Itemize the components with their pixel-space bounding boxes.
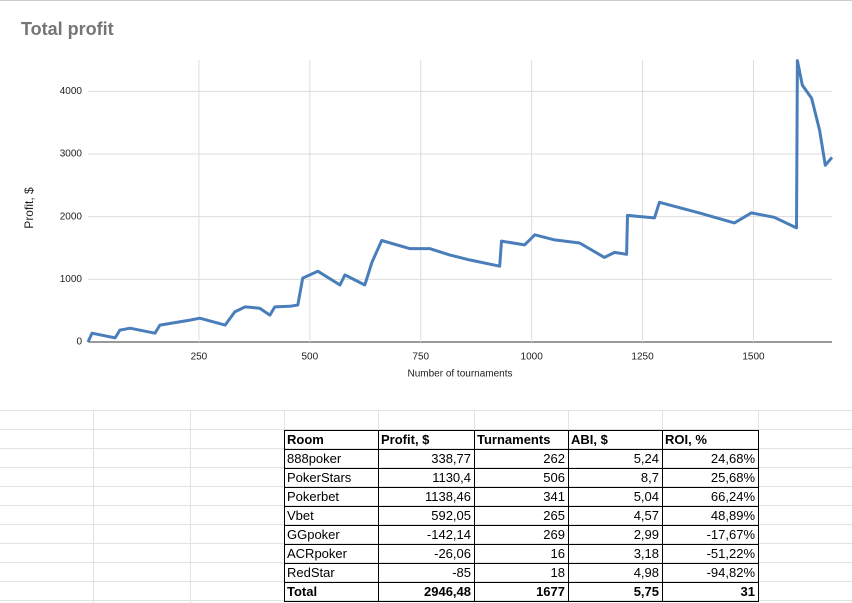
table-cell-text: -17,67%: [707, 527, 756, 542]
table-cell-text: 888poker: [287, 451, 342, 466]
table-cell-text: 2,99: [634, 527, 659, 542]
table-cell-text: 66,24%: [711, 489, 756, 504]
table-cell-text: 341: [543, 489, 565, 504]
table-bold-cell: 1677: [536, 584, 565, 599]
table-cell-text: Pokerbet: [287, 489, 339, 504]
table-cell-text: 5,04: [634, 489, 659, 504]
y-axis-label: Profit, $: [22, 187, 36, 229]
table-bold-cell: 31: [741, 584, 755, 599]
table-bold-cell: Turnaments: [477, 432, 550, 447]
table-cell-text: ACRpoker: [287, 546, 348, 561]
table-cell-text: 4,57: [634, 508, 659, 523]
y-tick-label: 1000: [60, 274, 83, 285]
chart-title: Total profit: [21, 19, 114, 39]
x-tick-label: 1250: [631, 352, 654, 363]
table-cell-text: RedStar: [287, 565, 335, 580]
y-tick-label: 3000: [60, 149, 83, 160]
x-tick-label: 250: [191, 352, 208, 363]
table-cell-text: 262: [543, 451, 565, 466]
table-cell-text: 48,89%: [711, 508, 756, 523]
chart-background: [0, 0, 852, 408]
table-cell-text: 269: [543, 527, 565, 542]
table-cell-text: -142,14: [427, 527, 471, 542]
table-cell-text: 5,24: [634, 451, 659, 466]
table-cell-text: PokerStars: [287, 470, 352, 485]
table-cell-text: Vbet: [287, 508, 314, 523]
y-tick-label: 0: [76, 337, 82, 348]
table-cell-text: -26,06: [434, 546, 471, 561]
table-bold-cell: Room: [287, 432, 324, 447]
table-bold-cell: Profit, $: [381, 432, 430, 447]
table-cell-text: 4,98: [634, 565, 659, 580]
table-cell-text: -51,22%: [707, 546, 756, 561]
x-tick-label: 1000: [521, 352, 544, 363]
table-cell-text: -94,82%: [707, 565, 756, 580]
table-bold-cell: Total: [287, 584, 317, 599]
table-bold-cell: 5,75: [634, 584, 659, 599]
table-bold-cell: 2946,48: [424, 584, 471, 599]
table-cell-text: 3,18: [634, 546, 659, 561]
table-cell-text: 16: [551, 546, 565, 561]
table-cell-text: 18: [551, 565, 565, 580]
table-cell-text: 338,77: [431, 451, 471, 466]
table-cell-text: -85: [452, 565, 471, 580]
table-cell-text: 506: [543, 470, 565, 485]
table-bold-cell: ROI, %: [665, 432, 707, 447]
table-cell-text: 1138,46: [425, 489, 471, 504]
y-tick-label: 2000: [60, 211, 83, 222]
x-tick-label: 750: [412, 352, 429, 363]
table-cell-text: 25,68%: [711, 470, 756, 485]
x-axis-label: Number of tournaments: [407, 369, 512, 380]
table-cell-text: 1130,4: [432, 470, 471, 485]
table-cell-text: 24,68%: [711, 451, 756, 466]
profit-line: [86, 59, 834, 343]
table-bold-cell: ABI, $: [571, 432, 609, 447]
y-tick-label: 4000: [60, 86, 83, 97]
table-cell-text: 265: [543, 508, 565, 523]
x-tick-label: 500: [301, 352, 318, 363]
table-cell: [662, 582, 759, 602]
x-tick-label: 1500: [742, 352, 765, 363]
table-cell-text: GGpoker: [287, 527, 340, 542]
table-cell-text: 592,05: [431, 508, 471, 523]
table-cell-text: 8,7: [641, 470, 659, 485]
